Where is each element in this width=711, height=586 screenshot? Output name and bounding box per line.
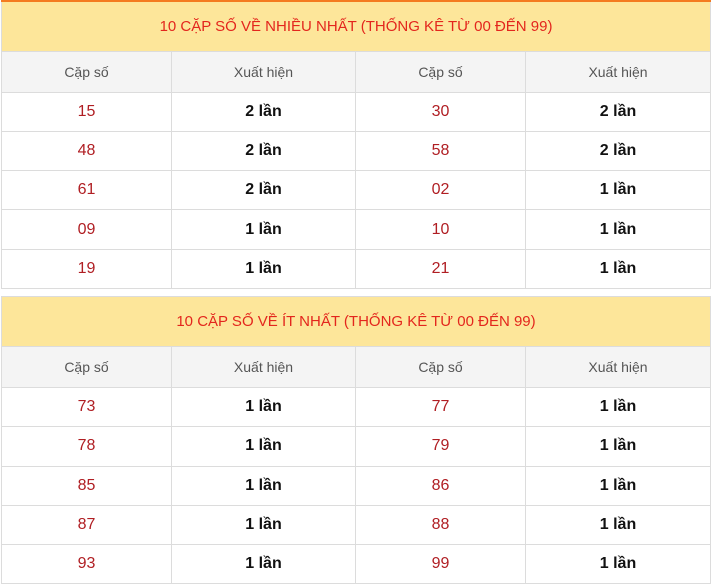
header-occurrences: Xuất hiện [524, 50, 711, 93]
number-pair: 19 [1, 248, 172, 289]
occurrence-count: 1 lần [524, 248, 711, 289]
table-row: 61 2 lần 02 1 lần [1, 170, 711, 211]
number-pair: 15 [1, 91, 172, 132]
number-pair: 10 [355, 209, 526, 250]
header-pair: Cặp số [355, 50, 526, 93]
number-pair: 73 [1, 386, 172, 428]
number-pair: 48 [1, 130, 172, 172]
most-frequent-pairs-table: 10 CẶP SỐ VỀ NHIỀU NHẤT (THỐNG KÊ TỪ 00 … [0, 0, 711, 289]
header-pair: Cặp số [1, 346, 172, 388]
number-pair: 21 [355, 248, 526, 289]
header-occurrences: Xuất hiện [525, 346, 711, 388]
table-row: 15 2 lần 30 2 lần [1, 91, 711, 132]
table-row: 87 1 lần 88 1 lần [1, 504, 711, 546]
occurrence-count: 1 lần [171, 209, 356, 250]
number-pair: 02 [355, 170, 526, 211]
number-pair: 99 [355, 544, 526, 585]
number-pair: 30 [355, 91, 526, 132]
number-pair: 93 [1, 544, 172, 585]
number-pair: 85 [1, 465, 172, 506]
header-row: Cặp số Xuất hiện Cặp số Xuất hiện [1, 50, 711, 93]
occurrence-count: 1 lần [171, 426, 356, 467]
number-pair: 77 [355, 386, 526, 428]
occurrence-count: 1 lần [525, 426, 711, 467]
table-row: 48 2 lần 58 2 lần [1, 130, 711, 172]
header-occurrences: Xuất hiện [171, 50, 356, 93]
number-pair: 58 [355, 130, 526, 172]
header-row: Cặp số Xuất hiện Cặp số Xuất hiện [1, 346, 711, 388]
occurrence-count: 1 lần [171, 386, 356, 428]
table-row: 19 1 lần 21 1 lần [1, 248, 711, 289]
table-row: 78 1 lần 79 1 lần [1, 426, 711, 467]
table-row: 09 1 lần 10 1 lần [1, 209, 711, 250]
header-pair: Cặp số [355, 346, 526, 388]
occurrence-count: 2 lần [524, 91, 711, 132]
occurrence-count: 2 lần [524, 130, 711, 172]
table-row: 85 1 lần 86 1 lần [1, 465, 711, 506]
occurrence-count: 1 lần [171, 544, 356, 585]
occurrence-count: 1 lần [525, 504, 711, 546]
occurrence-count: 1 lần [525, 465, 711, 506]
occurrence-count: 1 lần [171, 248, 356, 289]
occurrence-count: 2 lần [171, 170, 356, 211]
occurrence-count: 2 lần [171, 91, 356, 132]
occurrence-count: 1 lần [525, 386, 711, 428]
number-pair: 86 [355, 465, 526, 506]
occurrence-count: 1 lần [171, 465, 356, 506]
occurrence-count: 2 lần [171, 130, 356, 172]
table-title: 10 CẶP SỐ VỀ NHIỀU NHẤT (THỐNG KÊ TỪ 00 … [0, 0, 711, 52]
number-pair: 09 [1, 209, 172, 250]
header-pair: Cặp số [1, 50, 172, 93]
table-row: 93 1 lần 99 1 lần [1, 544, 711, 585]
least-frequent-pairs-table: 10 CẶP SỐ VỀ ÍT NHẤT (THỐNG KÊ TỪ 00 ĐẾN… [1, 296, 711, 585]
number-pair: 79 [355, 426, 526, 467]
number-pair: 78 [1, 426, 172, 467]
number-pair: 61 [1, 170, 172, 211]
table-row: 73 1 lần 77 1 lần [1, 386, 711, 428]
table-title: 10 CẶP SỐ VỀ ÍT NHẤT (THỐNG KÊ TỪ 00 ĐẾN… [1, 296, 711, 347]
occurrence-count: 1 lần [524, 209, 711, 250]
header-occurrences: Xuất hiện [171, 346, 356, 388]
occurrence-count: 1 lần [171, 504, 356, 546]
occurrence-count: 1 lần [525, 544, 711, 585]
number-pair: 88 [355, 504, 526, 546]
occurrence-count: 1 lần [524, 170, 711, 211]
number-pair: 87 [1, 504, 172, 546]
